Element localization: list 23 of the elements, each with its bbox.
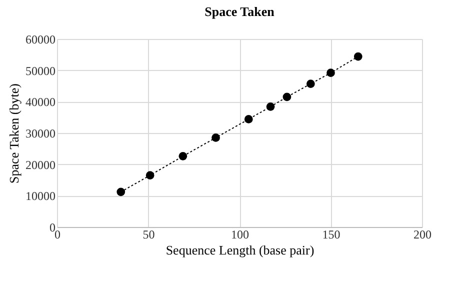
y-tick-label: 10000	[26, 189, 56, 204]
y-tick-label: 40000	[26, 95, 56, 110]
point	[282, 92, 292, 102]
point	[306, 80, 315, 88]
point	[244, 115, 253, 124]
x-tick-label: 150	[322, 228, 340, 242]
point	[266, 102, 275, 111]
point	[146, 171, 154, 180]
y-tick-label: 50000	[26, 64, 56, 78]
point	[354, 52, 362, 61]
point	[116, 188, 126, 196]
point	[212, 134, 220, 142]
point	[326, 68, 335, 78]
y-tick-label: 60000	[26, 32, 56, 46]
y-tick-label: 30000	[26, 126, 56, 140]
chart-title: Space Taken	[204, 4, 276, 19]
x-tick-label: 200	[414, 228, 432, 242]
y-tick-label: 20000	[26, 158, 56, 172]
x-tick-label: 100	[231, 228, 249, 242]
x-tick-label: 50	[142, 228, 155, 242]
y-axis-title: Space Taken (byte)	[6, 84, 22, 184]
x-axis-title: Sequence Length (base pair)	[166, 242, 314, 258]
point	[178, 152, 188, 160]
